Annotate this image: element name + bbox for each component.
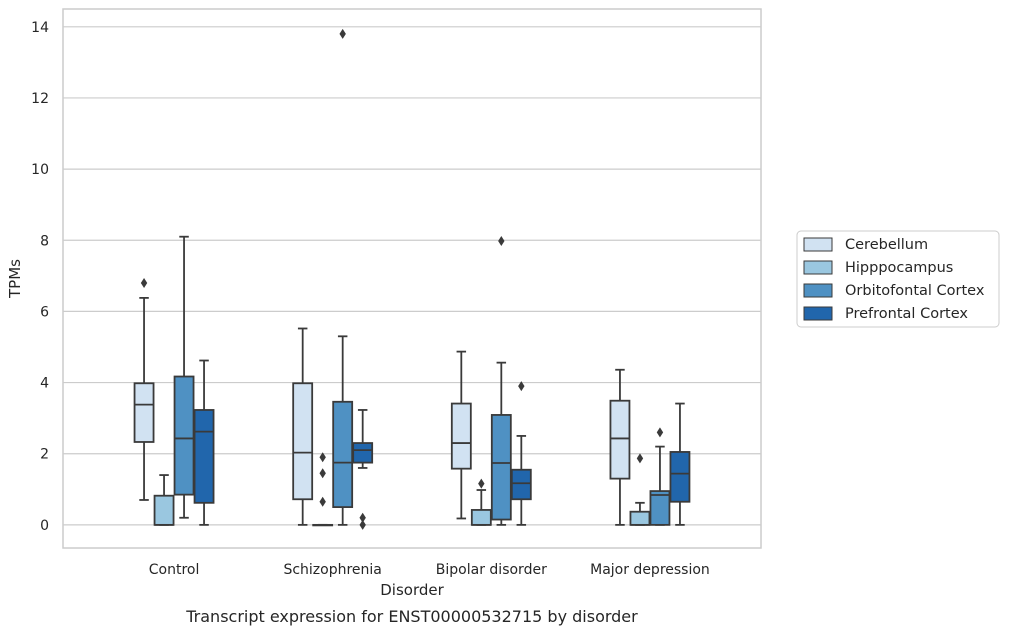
box-body <box>193 409 215 504</box>
box-body <box>153 494 175 526</box>
x-tick-2: Bipolar disorder <box>436 562 547 578</box>
y-tick-6: 12 <box>31 91 49 107</box>
flier-0 <box>478 478 485 489</box>
box-2-3 <box>510 381 532 526</box>
x-tick-3: Major depression <box>590 562 710 578</box>
box-body <box>669 451 691 503</box>
box-body <box>352 442 374 464</box>
y-tick-5: 10 <box>31 162 49 178</box>
legend-swatch-0 <box>803 237 833 252</box>
box-1-0 <box>292 327 314 526</box>
box-3-2 <box>649 427 671 526</box>
box-body <box>649 490 671 526</box>
legend: Cerebellum Hipppocampus Orbitofontal Corte… <box>796 230 1000 328</box>
flier-0 <box>498 235 505 246</box>
y-tick-4: 8 <box>40 233 49 249</box>
flier-2 <box>319 496 326 507</box>
x-tick-0: Control <box>149 562 200 578</box>
box-body <box>629 510 651 526</box>
box-body <box>510 468 532 501</box>
flier-0 <box>140 277 148 288</box>
box-0-3 <box>193 359 215 526</box>
box-3-3 <box>669 402 691 526</box>
y-tick-3: 6 <box>40 304 49 320</box>
box-0-1 <box>153 474 175 526</box>
flier-0 <box>636 453 644 464</box>
flier-0 <box>359 512 366 523</box>
box-0-0 <box>133 277 155 501</box>
box-1-1 <box>312 452 334 527</box>
flier-0 <box>518 381 525 392</box>
box-plot-marks <box>133 28 691 530</box>
box-2-0 <box>450 350 472 520</box>
legend-swatch-1 <box>803 260 833 275</box>
chart-caption: Transcript expression for ENST0000053271… <box>185 607 638 626</box>
box-body <box>133 382 155 443</box>
box-1-3 <box>352 409 374 530</box>
grid-lines <box>63 26 761 526</box>
y-axis-label: TPMs <box>6 259 24 299</box>
y-tick-2: 4 <box>40 376 49 392</box>
legend-label-3: Prefrontal Cortex <box>845 306 968 322</box>
box-3-1 <box>629 453 651 526</box>
box-2-2 <box>490 235 512 526</box>
flier-1 <box>359 519 366 530</box>
box-body <box>173 375 195 496</box>
legend-swatch-2 <box>803 283 833 298</box>
box-0-2 <box>173 235 195 519</box>
flier-0 <box>339 28 346 39</box>
box-body <box>292 382 314 501</box>
x-axis-label: Disorder <box>380 581 444 599</box>
box-1-2 <box>332 28 354 526</box>
legend-label-2: Orbitofontal Cortex <box>845 283 985 299</box>
flier-0 <box>656 427 664 438</box>
x-tick-labels: Control Schizophrenia Bipolar disorder Majo… <box>149 562 710 578</box>
legend-label-1: Hipppocampus <box>845 260 953 276</box>
box-body <box>450 402 472 470</box>
box-3-0 <box>609 368 631 526</box>
legend-swatch-3 <box>803 306 833 321</box>
flier-1 <box>319 468 326 479</box>
legend-label-0: Cerebellum <box>845 237 928 253</box>
box-body <box>609 399 631 480</box>
plot-frame <box>62 8 762 549</box>
x-tick-1: Schizophrenia <box>283 562 381 578</box>
flier-0 <box>319 452 326 463</box>
box-2-1 <box>470 478 492 526</box>
y-tick-labels: 0 2 4 6 8 10 12 14 <box>31 20 49 534</box>
box-body <box>470 509 492 526</box>
y-tick-0: 0 <box>40 518 49 534</box>
box-body <box>490 414 512 521</box>
y-tick-1: 2 <box>40 447 49 463</box>
y-tick-7: 14 <box>31 20 49 36</box>
legend-frame <box>796 230 1000 328</box>
box-body <box>332 400 354 508</box>
